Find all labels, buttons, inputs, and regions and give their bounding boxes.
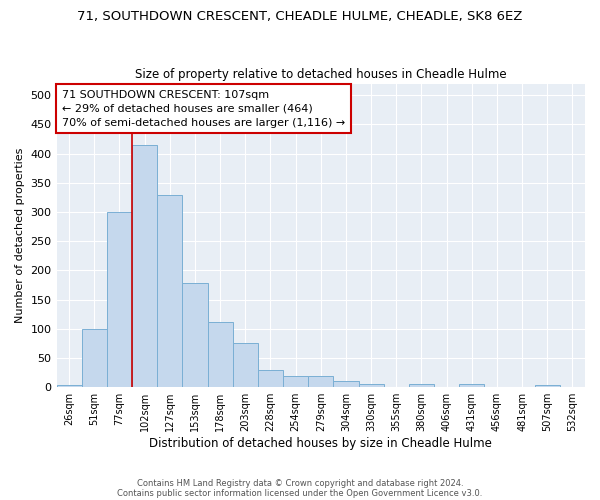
Bar xyxy=(132,145,157,387)
Title: Size of property relative to detached houses in Cheadle Hulme: Size of property relative to detached ho… xyxy=(135,68,506,81)
Text: 71, SOUTHDOWN CRESCENT, CHEADLE HULME, CHEADLE, SK8 6EZ: 71, SOUTHDOWN CRESCENT, CHEADLE HULME, C… xyxy=(77,10,523,23)
Bar xyxy=(208,322,233,387)
Bar xyxy=(182,284,208,387)
Y-axis label: Number of detached properties: Number of detached properties xyxy=(15,148,25,323)
Text: Contains public sector information licensed under the Open Government Licence v3: Contains public sector information licen… xyxy=(118,488,482,498)
Bar xyxy=(258,370,283,387)
Bar xyxy=(308,376,334,387)
Bar xyxy=(157,194,182,387)
Bar xyxy=(283,376,308,387)
Bar xyxy=(459,384,484,387)
Text: Contains HM Land Registry data © Crown copyright and database right 2024.: Contains HM Land Registry data © Crown c… xyxy=(137,478,463,488)
Bar xyxy=(82,329,107,387)
Bar xyxy=(334,382,359,387)
Text: 71 SOUTHDOWN CRESCENT: 107sqm
← 29% of detached houses are smaller (464)
70% of : 71 SOUTHDOWN CRESCENT: 107sqm ← 29% of d… xyxy=(62,90,345,128)
Bar xyxy=(359,384,383,387)
Bar xyxy=(56,386,82,387)
Bar xyxy=(233,344,258,387)
X-axis label: Distribution of detached houses by size in Cheadle Hulme: Distribution of detached houses by size … xyxy=(149,437,492,450)
Bar xyxy=(409,384,434,387)
Bar xyxy=(535,386,560,387)
Bar xyxy=(107,212,132,387)
